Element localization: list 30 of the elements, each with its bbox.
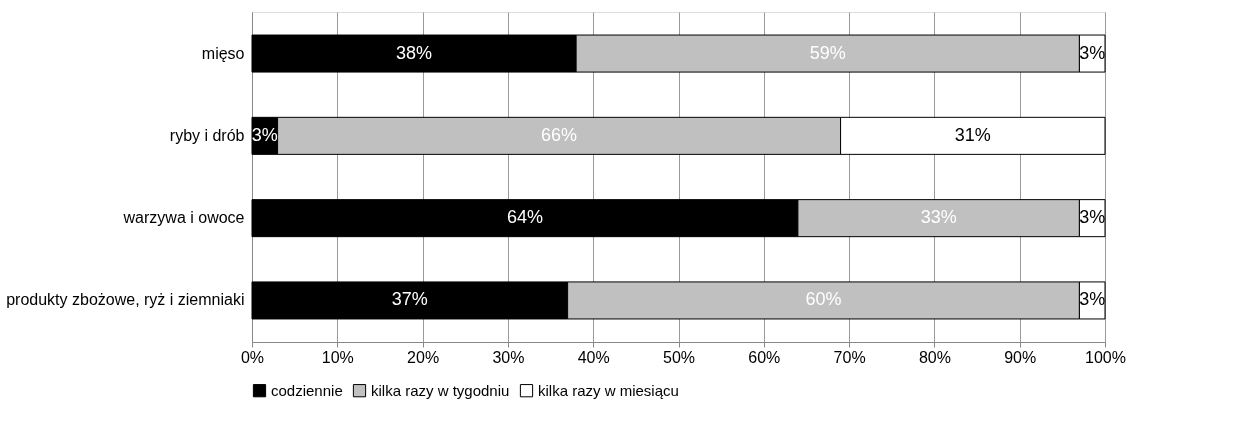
legend-label: kilka razy w miesiącu — [538, 381, 679, 399]
data-label: 38% — [396, 42, 433, 63]
x-tick-label: 20% — [407, 348, 440, 366]
x-tick-label: 0% — [240, 348, 265, 366]
data-label: 59% — [809, 42, 846, 63]
data-label: 3% — [1079, 289, 1106, 310]
legend-label: kilka razy w tygodniu — [371, 381, 510, 399]
x-tick-label: 100% — [1085, 348, 1126, 366]
data-label: 31% — [954, 124, 991, 145]
x-tick-label: 50% — [662, 348, 696, 366]
x-tick-label: 10% — [321, 348, 354, 366]
data-label: 3% — [251, 124, 278, 145]
x-tick-label: 70% — [833, 348, 866, 366]
x-tick-label: 40% — [577, 348, 610, 366]
x-tick-label: 90% — [1004, 348, 1037, 366]
data-label: 3% — [1079, 42, 1106, 63]
data-label: 37% — [391, 289, 428, 310]
x-tick-label: 30% — [492, 348, 525, 366]
data-label: 60% — [805, 289, 842, 310]
y-tick-label: mięso — [201, 44, 245, 62]
data-label: 64% — [506, 207, 543, 228]
x-tick-label: 80% — [918, 348, 951, 366]
data-label: 66% — [541, 124, 578, 145]
legend-label: codziennie — [271, 381, 343, 399]
y-tick-label: warzywa i owoce — [122, 209, 245, 227]
y-tick-label: ryby i drób — [169, 126, 245, 144]
y-tick-label: produkty zbożowe, ryż i ziemniaki — [6, 291, 245, 309]
data-label: 3% — [1079, 207, 1106, 228]
x-tick-label: 60% — [748, 348, 781, 366]
data-label: 33% — [920, 207, 957, 228]
